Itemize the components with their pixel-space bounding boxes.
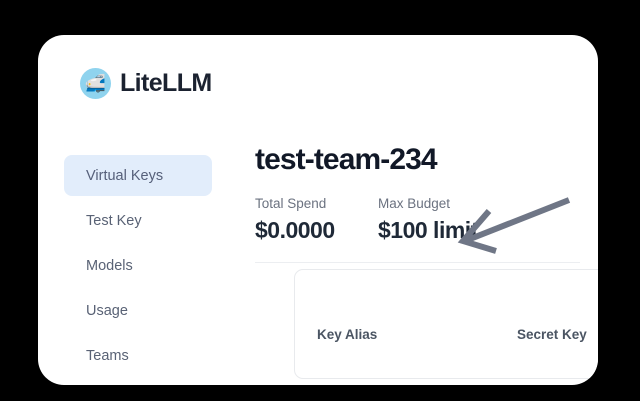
keys-table-card: Key Alias Secret Key [294,268,598,379]
metric-label: Total Spend [255,196,327,211]
sidebar-item-usage[interactable]: Usage [64,290,212,331]
sidebar-item-label: Models [86,257,133,274]
bullet-train-icon: 🚅 [80,68,111,99]
brand-name: LiteLLM [120,69,212,97]
sidebar-item-label: Teams [86,347,129,364]
metric-value: $0.0000 [255,216,335,243]
sidebar-item-label: Usage [86,302,128,319]
sidebar-item-virtual-keys[interactable]: Virtual Keys [64,155,212,196]
metric-max-budget: Max Budget $100 limit [378,197,478,242]
sidebar-item-label: Virtual Keys [86,167,164,184]
metric-total-spend: Total Spend $0.0000 [255,197,378,242]
section-divider [255,261,580,263]
page-title: test-team-234 [255,143,438,176]
app-panel: 🚅 LiteLLM Virtual Keys Test Key Models U… [38,35,598,385]
sidebar-item-models[interactable]: Models [64,245,212,286]
column-header-secret-key[interactable]: Secret Key [517,326,587,342]
metric-label: Max Budget [378,196,451,211]
metrics-row: Total Spend $0.0000 Max Budget $100 limi… [255,197,598,242]
keys-table-header-row: Key Alias Secret Key [295,327,598,342]
main-content: test-team-234 Total Spend $0.0000 Max Bu… [255,145,598,385]
metric-value: $100 limit [378,216,478,243]
sidebar-nav: Virtual Keys Test Key Models Usage Teams [38,155,238,380]
brand-logo-group[interactable]: 🚅 LiteLLM [80,68,212,99]
column-header-key-alias[interactable]: Key Alias [317,326,378,342]
sidebar-item-teams[interactable]: Teams [64,335,212,376]
sidebar-item-label: Test Key [86,212,142,229]
sidebar-item-test-key[interactable]: Test Key [64,200,212,241]
